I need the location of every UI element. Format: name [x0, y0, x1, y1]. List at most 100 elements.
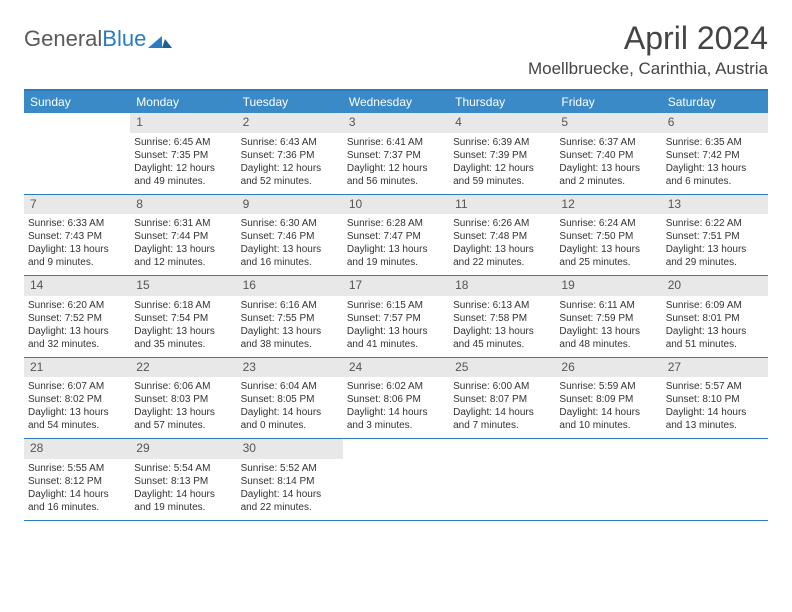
- day-number: 22: [130, 358, 236, 378]
- daylight-line: Daylight: 12 hours and 49 minutes.: [134, 162, 232, 188]
- sunrise-line: Sunrise: 6:45 AM: [134, 136, 232, 149]
- week-row: 21 Sunrise: 6:07 AMSunset: 8:02 PM Dayligh…: [24, 358, 768, 440]
- sunrise-line: Sunrise: 6:33 AM: [28, 217, 126, 230]
- day-cell: 21Sunrise: 6:07 AMSunset: 8:02 PMDayligh…: [24, 358, 130, 439]
- day-number: 16: [237, 276, 343, 296]
- sunset-line: Sunset: 7:54 PM: [134, 312, 232, 325]
- sunrise-line: Sunrise: 6:28 AM: [347, 217, 445, 230]
- title-block: April 2024 Moellbruecke, Carinthia, Aust…: [528, 20, 768, 79]
- sunset-line: Sunset: 8:02 PM: [28, 393, 126, 406]
- day-number: 21: [24, 358, 130, 378]
- day-of-week-header: Sunday: [24, 91, 130, 113]
- sunset-line: Sunset: 7:42 PM: [666, 149, 764, 162]
- day-cell: .: [555, 439, 661, 520]
- sunrise-line: Sunrise: 6:15 AM: [347, 299, 445, 312]
- sunset-line: Sunset: 7:47 PM: [347, 230, 445, 243]
- day-number: 3: [343, 113, 449, 133]
- daylight-line: Daylight: 13 hours and 35 minutes.: [134, 325, 232, 351]
- sunrise-line: Sunrise: 6:06 AM: [134, 380, 232, 393]
- day-number: 5: [555, 113, 661, 133]
- sunrise-line: Sunrise: 6:02 AM: [347, 380, 445, 393]
- sunset-line: Sunset: 7:44 PM: [134, 230, 232, 243]
- daylight-line: Daylight: 13 hours and 48 minutes.: [559, 325, 657, 351]
- sunset-line: Sunset: 7:58 PM: [453, 312, 551, 325]
- sunset-line: Sunset: 7:59 PM: [559, 312, 657, 325]
- sunset-line: Sunset: 8:03 PM: [134, 393, 232, 406]
- day-number: 24: [343, 358, 449, 378]
- sunset-line: Sunset: 8:13 PM: [134, 475, 232, 488]
- sunrise-line: Sunrise: 6:43 AM: [241, 136, 339, 149]
- daylight-line: Daylight: 14 hours and 3 minutes.: [347, 406, 445, 432]
- day-of-week-header: Wednesday: [343, 91, 449, 113]
- sunrise-line: Sunrise: 6:00 AM: [453, 380, 551, 393]
- sunrise-line: Sunrise: 6:18 AM: [134, 299, 232, 312]
- sunset-line: Sunset: 8:12 PM: [28, 475, 126, 488]
- day-cell: 11Sunrise: 6:26 AMSunset: 7:48 PMDayligh…: [449, 195, 555, 276]
- sunrise-line: Sunrise: 6:37 AM: [559, 136, 657, 149]
- day-cell: .: [449, 439, 555, 520]
- day-number: 15: [130, 276, 236, 296]
- sunrise-line: Sunrise: 6:07 AM: [28, 380, 126, 393]
- day-of-week-header: Monday: [130, 91, 236, 113]
- day-cell: .: [24, 113, 130, 194]
- calendar: SundayMondayTuesdayWednesdayThursdayFrid…: [24, 89, 768, 521]
- sunrise-line: Sunrise: 6:09 AM: [666, 299, 764, 312]
- sunset-line: Sunset: 7:51 PM: [666, 230, 764, 243]
- sunset-line: Sunset: 8:01 PM: [666, 312, 764, 325]
- week-row: 28 Sunrise: 5:55 AMSunset: 8:12 PM Dayligh…: [24, 439, 768, 521]
- day-cell: 28Sunrise: 5:55 AMSunset: 8:12 PMDayligh…: [24, 439, 130, 520]
- day-cell: 3Sunrise: 6:41 AMSunset: 7:37 PMDaylight…: [343, 113, 449, 194]
- day-cell: .: [662, 439, 768, 520]
- day-cell: 15 Sunrise: 6:18 AMSunset: 7:54 PMDayligh…: [130, 276, 236, 357]
- daylight-line: Daylight: 12 hours and 59 minutes.: [453, 162, 551, 188]
- day-cell: 9Sunrise: 6:30 AMSunset: 7:46 PMDaylight…: [237, 195, 343, 276]
- day-cell: 19Sunrise: 6:11 AMSunset: 7:59 PMDayligh…: [555, 276, 661, 357]
- sunset-line: Sunset: 7:50 PM: [559, 230, 657, 243]
- day-cell: 25Sunrise: 6:00 AMSunset: 8:07 PMDayligh…: [449, 358, 555, 439]
- day-number: 2: [237, 113, 343, 133]
- daylight-line: Daylight: 14 hours and 19 minutes.: [134, 488, 232, 514]
- day-number: 23: [237, 358, 343, 378]
- daylight-line: Daylight: 14 hours and 13 minutes.: [666, 406, 764, 432]
- day-number: 26: [555, 358, 661, 378]
- day-cell: 12 Sunrise: 6:24 AMSunset: 7:50 PMDayligh…: [555, 195, 661, 276]
- daylight-line: Daylight: 13 hours and 6 minutes.: [666, 162, 764, 188]
- day-number: 1: [130, 113, 236, 133]
- day-of-week-header: Friday: [555, 91, 661, 113]
- sunrise-line: Sunrise: 5:55 AM: [28, 462, 126, 475]
- sunrise-line: Sunrise: 6:24 AM: [559, 217, 657, 230]
- day-cell: 5Sunrise: 6:37 AMSunset: 7:40 PMDaylight…: [555, 113, 661, 194]
- day-number: 28: [24, 439, 130, 459]
- day-cell: 4Sunrise: 6:39 AMSunset: 7:39 PMDaylight…: [449, 113, 555, 194]
- daylight-line: Daylight: 13 hours and 9 minutes.: [28, 243, 126, 269]
- day-cell: 16Sunrise: 6:16 AMSunset: 7:55 PMDayligh…: [237, 276, 343, 357]
- sunset-line: Sunset: 7:55 PM: [241, 312, 339, 325]
- daylight-line: Daylight: 13 hours and 45 minutes.: [453, 325, 551, 351]
- day-number: 17: [343, 276, 449, 296]
- week-row: 7Sunrise: 6:33 AMSunset: 7:43 PMDaylight…: [24, 195, 768, 277]
- sunset-line: Sunset: 7:46 PM: [241, 230, 339, 243]
- day-number: 29: [130, 439, 236, 459]
- sunset-line: Sunset: 8:05 PM: [241, 393, 339, 406]
- day-of-week-header: Tuesday: [237, 91, 343, 113]
- daylight-line: Daylight: 13 hours and 25 minutes.: [559, 243, 657, 269]
- sunset-line: Sunset: 7:48 PM: [453, 230, 551, 243]
- day-number: 14: [24, 276, 130, 296]
- month-title: April 2024: [528, 20, 768, 57]
- day-cell: 18Sunrise: 6:13 AMSunset: 7:58 PMDayligh…: [449, 276, 555, 357]
- day-cell: 2Sunrise: 6:43 AMSunset: 7:36 PMDaylight…: [237, 113, 343, 194]
- day-number: 12: [555, 195, 661, 215]
- week-row: 14Sunrise: 6:20 AMSunset: 7:52 PMDayligh…: [24, 276, 768, 358]
- day-number: 30: [237, 439, 343, 459]
- sunrise-line: Sunrise: 6:31 AM: [134, 217, 232, 230]
- daylight-line: Daylight: 12 hours and 56 minutes.: [347, 162, 445, 188]
- logo-text-2: Blue: [102, 26, 146, 52]
- day-number: 7: [24, 195, 130, 215]
- day-number: 4: [449, 113, 555, 133]
- sunrise-line: Sunrise: 6:04 AM: [241, 380, 339, 393]
- daylight-line: Daylight: 13 hours and 38 minutes.: [241, 325, 339, 351]
- day-number: 8: [130, 195, 236, 215]
- day-number: 19: [555, 276, 661, 296]
- logo-text-1: General: [24, 26, 102, 52]
- daylight-line: Daylight: 13 hours and 57 minutes.: [134, 406, 232, 432]
